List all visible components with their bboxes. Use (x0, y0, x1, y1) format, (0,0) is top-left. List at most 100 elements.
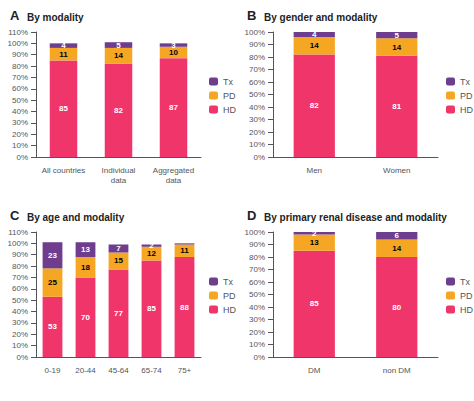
svg-text:HD: HD (223, 105, 236, 115)
svg-text:14: 14 (392, 43, 401, 52)
svg-text:30%: 30% (249, 115, 265, 124)
svg-text:20%: 20% (12, 130, 28, 139)
svg-text:110%: 110% (8, 228, 28, 237)
svg-text:7: 7 (116, 244, 121, 253)
svg-text:50%: 50% (12, 96, 28, 105)
svg-text:85: 85 (310, 299, 319, 308)
svg-text:By modality: By modality (27, 12, 84, 23)
svg-text:HD: HD (460, 105, 473, 115)
svg-text:6: 6 (395, 231, 400, 240)
svg-text:85: 85 (147, 304, 156, 313)
svg-text:23: 23 (48, 251, 57, 260)
svg-text:non DM: non DM (383, 366, 411, 375)
svg-text:81: 81 (392, 102, 401, 111)
svg-text:11: 11 (180, 246, 189, 255)
svg-text:70%: 70% (249, 65, 265, 74)
svg-text:50%: 50% (12, 296, 28, 305)
svg-text:5: 5 (116, 41, 121, 50)
svg-text:90%: 90% (249, 240, 265, 249)
svg-text:3: 3 (171, 41, 176, 50)
svg-text:4: 4 (312, 30, 317, 39)
svg-text:30%: 30% (12, 318, 28, 327)
svg-text:B: B (247, 8, 256, 23)
svg-text:data: data (166, 176, 182, 185)
svg-text:D: D (247, 208, 256, 223)
svg-text:4: 4 (61, 41, 66, 50)
svg-text:20%: 20% (12, 330, 28, 339)
svg-text:13: 13 (310, 238, 319, 247)
svg-text:13: 13 (81, 245, 90, 254)
svg-text:100%: 100% (8, 239, 28, 248)
svg-text:0%: 0% (253, 153, 265, 162)
svg-text:65-74: 65-74 (141, 366, 162, 375)
svg-text:0%: 0% (16, 353, 28, 362)
svg-text:PD: PD (460, 91, 473, 101)
svg-text:70%: 70% (249, 265, 265, 274)
svg-text:80%: 80% (249, 53, 265, 62)
svg-text:10%: 10% (249, 140, 265, 149)
svg-text:10%: 10% (12, 341, 28, 350)
svg-text:5: 5 (395, 31, 400, 40)
svg-text:80: 80 (392, 303, 401, 312)
svg-text:By gender and modality: By gender and modality (264, 12, 378, 23)
svg-text:Tx: Tx (223, 77, 233, 87)
svg-text:A: A (10, 8, 20, 23)
svg-text:0-19: 0-19 (44, 366, 61, 375)
svg-text:30%: 30% (12, 118, 28, 127)
svg-text:By age and modality: By age and modality (27, 212, 125, 223)
svg-text:100%: 100% (8, 39, 28, 48)
svg-text:45-64: 45-64 (108, 366, 129, 375)
svg-text:82: 82 (114, 106, 123, 115)
svg-text:Women: Women (383, 166, 410, 175)
svg-text:By primary renal disease and m: By primary renal disease and modality (264, 212, 447, 223)
svg-text:60%: 60% (12, 284, 28, 293)
svg-text:All countries: All countries (42, 166, 86, 175)
svg-text:82: 82 (310, 101, 319, 110)
svg-text:70: 70 (81, 313, 90, 322)
svg-text:12: 12 (147, 249, 156, 258)
svg-text:90%: 90% (249, 40, 265, 49)
svg-text:PD: PD (223, 91, 236, 101)
svg-text:PD: PD (460, 291, 473, 301)
svg-text:14: 14 (114, 51, 123, 60)
svg-text:0%: 0% (16, 153, 28, 162)
svg-text:77: 77 (114, 309, 123, 318)
svg-text:15: 15 (114, 256, 123, 265)
svg-text:2: 2 (149, 241, 154, 250)
svg-text:18: 18 (81, 263, 90, 272)
svg-text:data: data (111, 176, 127, 185)
svg-text:PD: PD (223, 291, 236, 301)
svg-text:60%: 60% (249, 78, 265, 87)
svg-text:Tx: Tx (223, 277, 233, 287)
svg-text:C: C (10, 208, 20, 223)
svg-text:Individual: Individual (102, 166, 136, 175)
svg-text:Aggregated: Aggregated (153, 166, 194, 175)
svg-text:40%: 40% (12, 307, 28, 316)
svg-text:40%: 40% (249, 103, 265, 112)
svg-text:70%: 70% (12, 273, 28, 282)
svg-text:14: 14 (310, 41, 319, 50)
svg-text:80%: 80% (249, 253, 265, 262)
svg-text:14: 14 (392, 244, 401, 253)
svg-text:10%: 10% (12, 141, 28, 150)
svg-text:60%: 60% (12, 84, 28, 93)
svg-text:Tx: Tx (460, 77, 470, 87)
svg-text:Tx: Tx (460, 277, 470, 287)
svg-text:2: 2 (312, 229, 317, 238)
svg-text:20%: 20% (249, 128, 265, 137)
svg-text:70%: 70% (12, 73, 28, 82)
svg-text:20%: 20% (249, 328, 265, 337)
svg-text:11: 11 (59, 50, 68, 59)
svg-text:110%: 110% (8, 28, 28, 37)
svg-text:80%: 80% (12, 262, 28, 271)
svg-text:88: 88 (180, 303, 189, 312)
svg-text:90%: 90% (12, 50, 28, 59)
svg-text:50%: 50% (249, 90, 265, 99)
svg-text:HD: HD (460, 305, 473, 315)
svg-text:DM: DM (308, 366, 321, 375)
svg-text:25: 25 (48, 278, 57, 287)
svg-text:HD: HD (223, 305, 236, 315)
svg-text:87: 87 (169, 103, 178, 112)
svg-text:10%: 10% (249, 340, 265, 349)
svg-text:40%: 40% (249, 303, 265, 312)
